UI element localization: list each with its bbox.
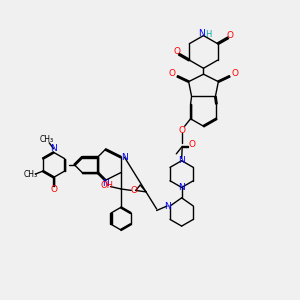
Text: H: H: [205, 30, 211, 39]
Text: N: N: [178, 183, 185, 192]
Text: O: O: [188, 140, 195, 149]
Text: OH: OH: [101, 182, 114, 190]
Text: O: O: [231, 69, 238, 78]
Text: N: N: [121, 153, 128, 162]
Text: N: N: [164, 202, 170, 211]
Text: CH₃: CH₃: [40, 135, 54, 144]
Text: O: O: [131, 186, 138, 195]
Text: N: N: [50, 144, 57, 153]
Text: O: O: [50, 185, 57, 194]
Text: N: N: [102, 179, 109, 188]
Text: O: O: [179, 126, 186, 135]
Text: N: N: [198, 29, 205, 38]
Text: O: O: [227, 31, 234, 40]
Text: CH₃: CH₃: [24, 170, 38, 179]
Text: O: O: [173, 47, 180, 56]
Text: N: N: [178, 156, 185, 165]
Text: O: O: [169, 69, 176, 78]
